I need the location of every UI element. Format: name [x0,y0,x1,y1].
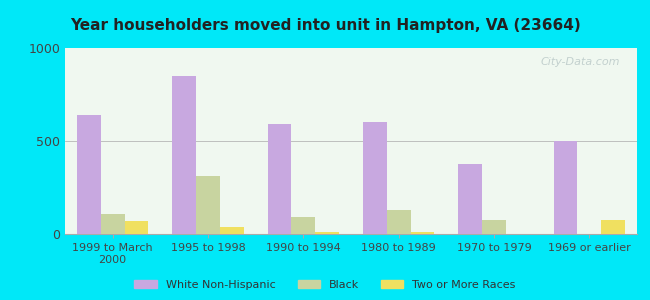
Bar [77,115,101,234]
Bar [220,227,244,234]
Bar [411,232,434,234]
Bar [125,221,148,234]
Text: Year householders moved into unit in Hampton, VA (23664): Year householders moved into unit in Ham… [70,18,580,33]
Bar [315,232,339,234]
Bar [482,220,506,234]
Bar [363,122,387,234]
Bar [601,220,625,234]
Bar [291,217,315,234]
Bar [387,210,411,234]
Legend: White Non-Hispanic, Black, Two or More Races: White Non-Hispanic, Black, Two or More R… [130,276,520,294]
Bar [458,164,482,234]
Bar [101,214,125,234]
Bar [268,124,291,234]
Bar [172,76,196,234]
Bar [196,176,220,234]
Text: City-Data.com: City-Data.com [540,57,620,67]
Bar [554,141,577,234]
